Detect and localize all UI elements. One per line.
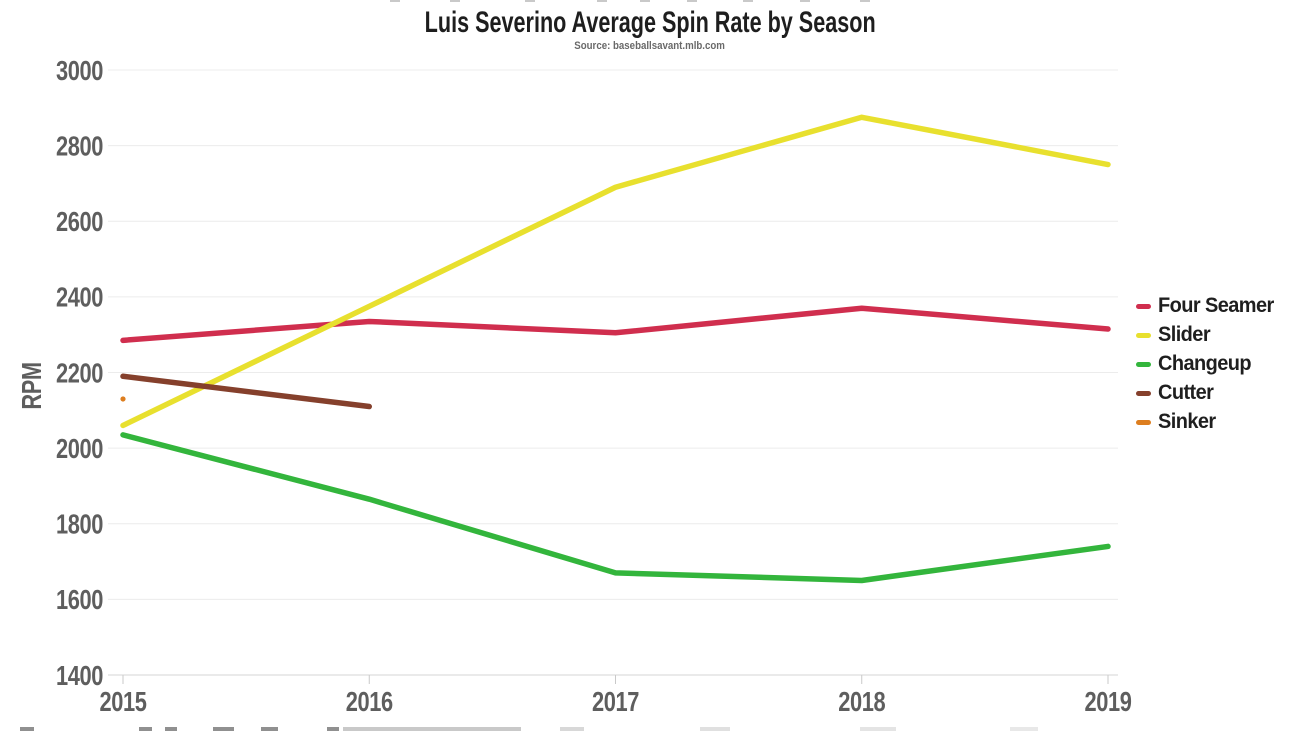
series-point-sinker: [120, 396, 126, 402]
y-tick-label: 1600: [56, 585, 103, 616]
series-line-changeup: [120, 432, 1111, 584]
y-tick-label: 2200: [56, 358, 103, 389]
legend-swatch-four-seamer: [1136, 303, 1151, 309]
cropped-text-top: [525, 0, 535, 2]
cropped-text-bottom: [700, 727, 730, 731]
cropped-text-top: [450, 0, 460, 2]
legend-swatch-changeup: [1136, 361, 1151, 367]
series-line-slider: [120, 114, 1111, 429]
legend-item-four-seamer: Four Seamer: [1136, 294, 1280, 317]
cropped-text-bottom: [560, 727, 584, 731]
cropped-text-bottom: [261, 727, 278, 731]
legend-item-sinker: Sinker: [1136, 410, 1280, 433]
legend-item-changeup: Changeup: [1136, 352, 1280, 375]
y-tick-label: 1400: [56, 660, 103, 691]
legend-label: Cutter: [1158, 381, 1214, 404]
legend: Four Seamer Slider Changeup Cutter Sinker: [1136, 294, 1280, 433]
legend-label: Four Seamer: [1158, 294, 1274, 317]
x-tick-label: 2016: [346, 686, 393, 717]
cropped-text-top: [390, 0, 400, 2]
series-line-four-seamer: [120, 305, 1111, 344]
legend-swatch-slider: [1136, 332, 1151, 338]
y-tick-label: 3000: [56, 55, 103, 86]
cropped-text-top: [640, 0, 650, 2]
legend-swatch-sinker: [1136, 419, 1151, 425]
x-tick-label: 2018: [838, 686, 885, 717]
y-axis-title: RPM: [16, 362, 47, 409]
legend-item-cutter: Cutter: [1136, 381, 1280, 404]
cropped-text-top: [597, 0, 607, 2]
legend-item-slider: Slider: [1136, 323, 1280, 346]
cropped-text-top: [800, 0, 810, 2]
y-tick-label: 2000: [56, 433, 103, 464]
cropped-text-bottom: [343, 727, 521, 731]
legend-swatch-cutter: [1136, 390, 1151, 396]
x-tick-label: 2015: [100, 686, 147, 717]
cropped-text-bottom: [327, 727, 339, 731]
y-tick-label: 2600: [56, 207, 103, 238]
cropped-text-top: [687, 0, 697, 2]
cropped-text-top: [743, 0, 753, 2]
legend-label: Changeup: [1158, 352, 1252, 375]
cropped-text-bottom: [213, 727, 234, 731]
y-tick-label: 2400: [56, 282, 103, 313]
cropped-text-bottom: [860, 727, 896, 731]
cropped-text-bottom: [1010, 727, 1038, 731]
x-tick-label: 2017: [592, 686, 639, 717]
cropped-text-bottom: [139, 727, 152, 731]
y-tick-label: 1800: [56, 509, 103, 540]
y-tick-label: 2800: [56, 131, 103, 162]
cropped-text-bottom: [165, 727, 177, 731]
legend-label: Slider: [1158, 323, 1211, 346]
cropped-text-top: [860, 0, 870, 2]
cropped-text-bottom: [20, 727, 34, 731]
series-line-cutter: [120, 373, 372, 410]
x-tick-label: 2019: [1085, 686, 1132, 717]
legend-label: Sinker: [1158, 410, 1216, 433]
